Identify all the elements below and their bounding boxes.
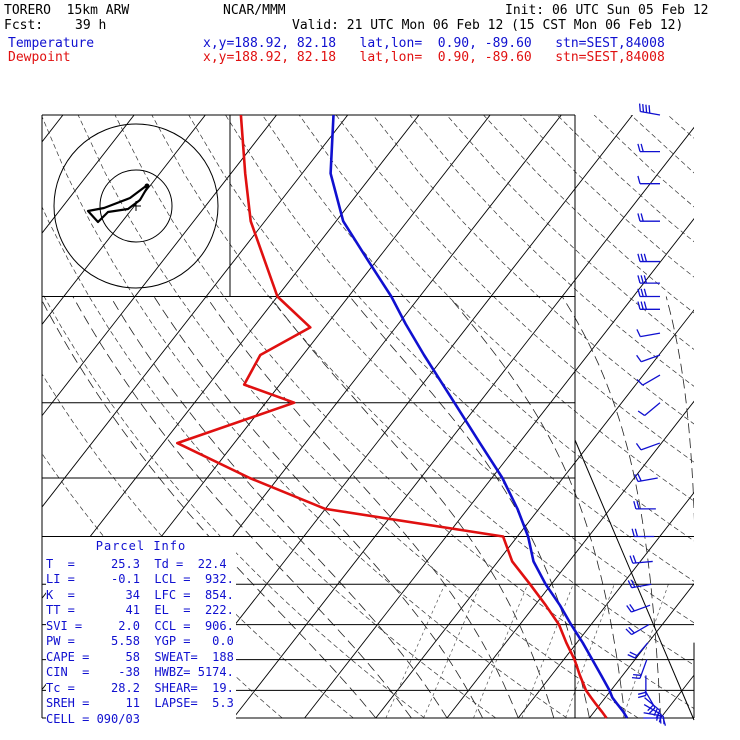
mixing-ratio-line bbox=[423, 584, 481, 719]
mixing-ratio-line bbox=[385, 584, 446, 719]
dewpoint-location: x,y=188.92, 82.18 lat,lon= 0.90, -89.60 … bbox=[203, 50, 665, 65]
dry-adiabat-line bbox=[188, 115, 694, 624]
valid-time: Valid: 21 UTC Mon 06 Feb 12 (15 CST Mon … bbox=[292, 18, 684, 33]
hodograph-ring-inner bbox=[99, 169, 173, 243]
wind-barb bbox=[637, 143, 660, 153]
dry-adiabat-line bbox=[42, 373, 354, 719]
dry-adiabat-line bbox=[630, 115, 694, 174]
isotherm-line bbox=[732, 115, 740, 718]
isotherm-line bbox=[446, 400, 694, 719]
wind-barb bbox=[625, 624, 650, 636]
dry-adiabat-line bbox=[372, 115, 694, 425]
dry-adiabat-line bbox=[298, 115, 694, 502]
forecast-label: Fcst: bbox=[4, 18, 44, 33]
moist-adiabat-line bbox=[153, 296, 483, 719]
dry-adiabat-line bbox=[114, 115, 694, 709]
dry-adiabat-line bbox=[42, 115, 568, 719]
isotherm-line bbox=[233, 126, 694, 719]
temperature-legend: Temperature bbox=[8, 36, 95, 51]
moist-adiabat-line bbox=[448, 296, 626, 719]
dry-adiabat-line bbox=[556, 115, 694, 243]
isotherm-line bbox=[660, 674, 694, 719]
dewpoint-profile bbox=[176, 115, 608, 719]
forecast-hours: 39 h bbox=[75, 18, 107, 33]
isotherm-line bbox=[42, 115, 349, 508]
dry-adiabat-line bbox=[42, 206, 497, 719]
dry-adiabat-line bbox=[77, 115, 639, 719]
parcel-row-cape: CAPE = 58 SWEAT= 188 bbox=[46, 649, 234, 664]
wind-barb bbox=[637, 402, 661, 417]
hodograph-trace bbox=[86, 185, 148, 224]
parcel-row-t: T = 25.3 Td = 22.4 bbox=[46, 556, 227, 571]
parcel-info-box: Parcel Info T = 25.3 Td = 22.4 LI = -0.1… bbox=[46, 537, 236, 727]
dry-adiabat-line bbox=[225, 115, 694, 582]
dry-adiabat-line bbox=[335, 115, 694, 463]
temperature-profile bbox=[329, 115, 629, 719]
wind-barb bbox=[636, 329, 661, 338]
moist-adiabat-line bbox=[205, 296, 519, 719]
isotherm-line bbox=[161, 115, 633, 719]
mixing-ratio-line bbox=[473, 584, 529, 719]
hodograph-point bbox=[144, 183, 150, 189]
isotherm-line bbox=[42, 115, 206, 326]
wind-barbs bbox=[625, 86, 696, 726]
init-time: Init: 06 UTC Sun 05 Feb 12 bbox=[505, 3, 709, 18]
wind-barb bbox=[631, 659, 648, 680]
wind-barb bbox=[637, 288, 660, 298]
dewpoint-legend: Dewpoint bbox=[8, 50, 71, 65]
wind-barb bbox=[637, 275, 660, 284]
wind-barb bbox=[635, 442, 661, 451]
wind-barb bbox=[636, 374, 661, 386]
organization: NCAR/MMM bbox=[223, 3, 286, 18]
wind-barb bbox=[637, 253, 660, 263]
wind-barb bbox=[637, 213, 660, 222]
moist-adiabat-line bbox=[72, 296, 412, 719]
dry-adiabat-line bbox=[262, 115, 694, 542]
dry-adiabat-line bbox=[42, 291, 425, 719]
dry-adiabat-line bbox=[593, 115, 694, 208]
wind-barb bbox=[637, 675, 647, 699]
wind-barb bbox=[644, 690, 656, 714]
wind-barb bbox=[634, 473, 658, 483]
parcel-row-li: LI = -0.1 LCL = 932. bbox=[46, 572, 234, 586]
dry-adiabat-line bbox=[667, 115, 694, 139]
wind-barb bbox=[627, 642, 649, 659]
parcel-row-k: K = 34 LFC = 854. bbox=[46, 587, 234, 602]
wind-barb bbox=[627, 579, 652, 589]
barb-legend-bg bbox=[636, 86, 696, 106]
parcel-row-svi: SVI = 2.0 CCL = 906. bbox=[46, 618, 234, 633]
parcel-row-cell: CELL = 090/03 bbox=[46, 711, 140, 726]
isotherm-line bbox=[304, 218, 694, 719]
wind-barb bbox=[633, 500, 656, 510]
parcel-row-sreh: SREH = 11 LAPSE= 5.3 bbox=[46, 696, 234, 710]
isotherm-line bbox=[42, 115, 135, 234]
wind-barb bbox=[636, 354, 661, 363]
wind-barb bbox=[631, 528, 655, 538]
parcel-row-tc: Tc = 28.2 SHEAR= 19. bbox=[46, 680, 234, 695]
frame-edge bbox=[574, 439, 695, 721]
hodograph bbox=[53, 123, 219, 289]
isotherm-line bbox=[517, 491, 694, 719]
moist-adiabat-line bbox=[561, 296, 661, 719]
parcel-row-cin: CIN = -38 HWBZ= 5174. bbox=[46, 665, 234, 679]
model-name: TORERO 15km ARW bbox=[4, 3, 130, 18]
parcel-info-title: Parcel Info bbox=[95, 539, 187, 553]
hodograph-ring-outer bbox=[53, 123, 219, 289]
wind-barb bbox=[643, 717, 667, 726]
isotherm-line bbox=[589, 583, 694, 719]
dry-adiabat-line bbox=[151, 115, 694, 666]
wind-barb bbox=[626, 604, 651, 613]
wind-barb bbox=[629, 555, 653, 564]
isotherm-line bbox=[42, 115, 277, 417]
temperature-location: x,y=188.92, 82.18 lat,lon= 0.90, -89.60 … bbox=[203, 36, 665, 51]
parcel-row-pw: PW = 5.58 YGP = 0.0 bbox=[46, 634, 234, 648]
wind-barb bbox=[638, 103, 661, 116]
moist-adiabat-line bbox=[665, 296, 694, 521]
wind-barb bbox=[637, 301, 660, 310]
parcel-row-tt: TT = 41 EL = 222. bbox=[46, 603, 234, 617]
dry-adiabat-line bbox=[520, 115, 694, 278]
wind-barb bbox=[637, 175, 660, 185]
isotherm-line bbox=[375, 309, 694, 719]
